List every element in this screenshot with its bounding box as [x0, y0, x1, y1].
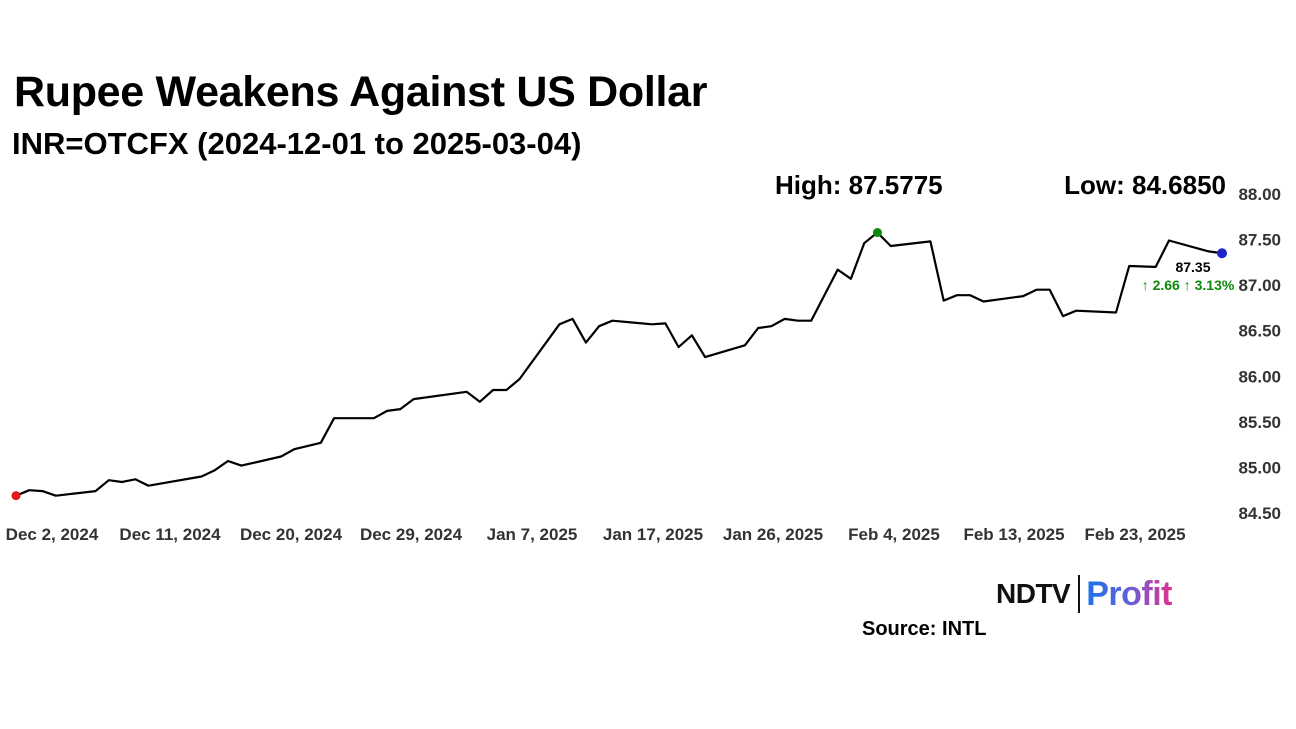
high-point-marker: [872, 228, 882, 238]
y-tick-label: 85.00: [1238, 458, 1281, 477]
y-tick-label: 88.00: [1238, 185, 1281, 204]
y-tick-label: 85.50: [1238, 413, 1281, 432]
x-tick-label: Jan 26, 2025: [723, 525, 823, 544]
x-tick-label: Jan 17, 2025: [603, 525, 703, 544]
series-line: [14, 231, 1224, 497]
x-tick-label: Dec 2, 2024: [6, 525, 99, 544]
source-note: Source: INTL: [862, 618, 987, 640]
y-tick-label: 87.50: [1238, 231, 1281, 250]
low-label: Low: 84.6850: [1064, 170, 1226, 200]
x-tick-label: Jan 7, 2025: [487, 525, 578, 544]
last-value-label: 87.35: [1175, 259, 1210, 275]
y-tick-label: 86.00: [1238, 367, 1281, 386]
logo-ndtv-text: NDTV: [996, 578, 1071, 609]
high-label: High: 87.5775: [775, 170, 943, 200]
x-tick-label: Dec 29, 2024: [360, 525, 463, 544]
y-axis: 84.50 85.00 85.50 86.00 86.50 87.00 87.50 88.00: [1238, 185, 1281, 523]
x-tick-label: Dec 20, 2024: [240, 525, 343, 544]
chart-title: Rupee Weakens Against US Dollar: [14, 68, 708, 116]
change-label: ↑ 2.66 ↑ 3.13%: [1142, 277, 1235, 293]
y-tick-label: 86.50: [1238, 322, 1281, 341]
chart-subtitle: INR=OTCFX (2024-12-01 to 2025-03-04): [12, 126, 582, 161]
x-tick-label: Feb 13, 2025: [963, 525, 1064, 544]
x-axis: Dec 2, 2024 Dec 11, 2024 Dec 20, 2024 Dec 2…: [6, 525, 1186, 544]
logo-profit-text: Profit: [1086, 574, 1173, 613]
y-tick-label: 87.00: [1238, 276, 1281, 295]
x-tick-label: Feb 23, 2025: [1084, 525, 1185, 544]
logo-divider: [1078, 575, 1081, 613]
ndtv-profit-logo: NDTV Profit: [996, 572, 1173, 616]
x-tick-label: Feb 4, 2025: [848, 525, 940, 544]
x-tick-label: Dec 11, 2024: [119, 525, 221, 544]
start-point-marker: [11, 491, 21, 501]
y-tick-label: 84.50: [1238, 504, 1281, 523]
last-point-marker: [1217, 248, 1227, 259]
